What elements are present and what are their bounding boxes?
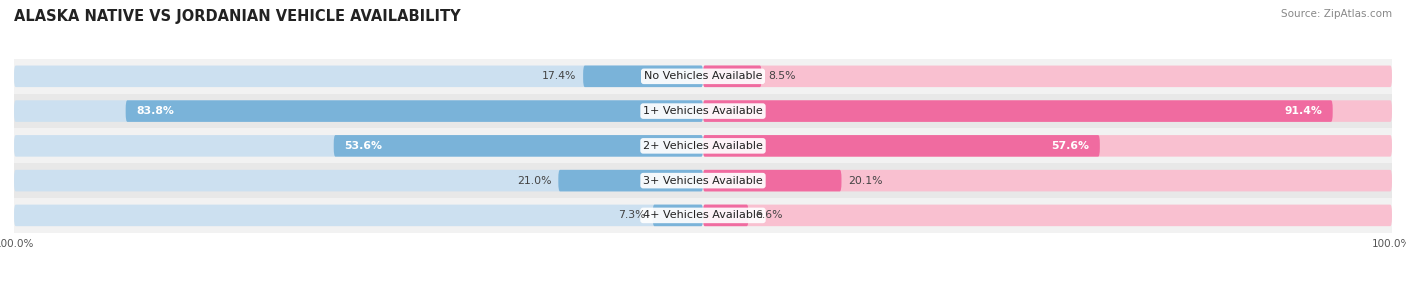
Text: 6.6%: 6.6% (755, 210, 783, 221)
Text: 21.0%: 21.0% (517, 176, 551, 186)
Bar (14, 59, 1392, 94)
FancyBboxPatch shape (14, 135, 703, 157)
FancyBboxPatch shape (125, 100, 703, 122)
FancyBboxPatch shape (14, 204, 703, 226)
FancyBboxPatch shape (652, 204, 703, 226)
Bar (14, 198, 1392, 233)
FancyBboxPatch shape (333, 135, 703, 157)
FancyBboxPatch shape (14, 65, 703, 87)
Bar (14, 94, 1392, 128)
Text: No Vehicles Available: No Vehicles Available (644, 71, 762, 81)
Text: 91.4%: 91.4% (1285, 106, 1323, 116)
Text: 57.6%: 57.6% (1052, 141, 1090, 151)
FancyBboxPatch shape (703, 100, 1392, 122)
FancyBboxPatch shape (703, 204, 1392, 226)
Bar (14, 163, 1392, 198)
Bar (14, 128, 1392, 163)
Text: 1+ Vehicles Available: 1+ Vehicles Available (643, 106, 763, 116)
FancyBboxPatch shape (703, 65, 1392, 87)
Text: 2+ Vehicles Available: 2+ Vehicles Available (643, 141, 763, 151)
Text: 17.4%: 17.4% (541, 71, 576, 81)
FancyBboxPatch shape (558, 170, 703, 191)
FancyBboxPatch shape (703, 170, 1392, 191)
FancyBboxPatch shape (14, 100, 703, 122)
FancyBboxPatch shape (14, 170, 703, 191)
Text: 20.1%: 20.1% (848, 176, 883, 186)
Text: Source: ZipAtlas.com: Source: ZipAtlas.com (1281, 9, 1392, 19)
Text: 53.6%: 53.6% (344, 141, 382, 151)
FancyBboxPatch shape (703, 204, 748, 226)
Text: 4+ Vehicles Available: 4+ Vehicles Available (643, 210, 763, 221)
Text: 8.5%: 8.5% (769, 71, 796, 81)
FancyBboxPatch shape (703, 135, 1099, 157)
Text: 7.3%: 7.3% (619, 210, 645, 221)
FancyBboxPatch shape (703, 135, 1392, 157)
Text: 83.8%: 83.8% (136, 106, 174, 116)
FancyBboxPatch shape (703, 170, 841, 191)
FancyBboxPatch shape (703, 100, 1333, 122)
FancyBboxPatch shape (583, 65, 703, 87)
Text: 3+ Vehicles Available: 3+ Vehicles Available (643, 176, 763, 186)
Text: ALASKA NATIVE VS JORDANIAN VEHICLE AVAILABILITY: ALASKA NATIVE VS JORDANIAN VEHICLE AVAIL… (14, 9, 461, 23)
FancyBboxPatch shape (703, 65, 762, 87)
